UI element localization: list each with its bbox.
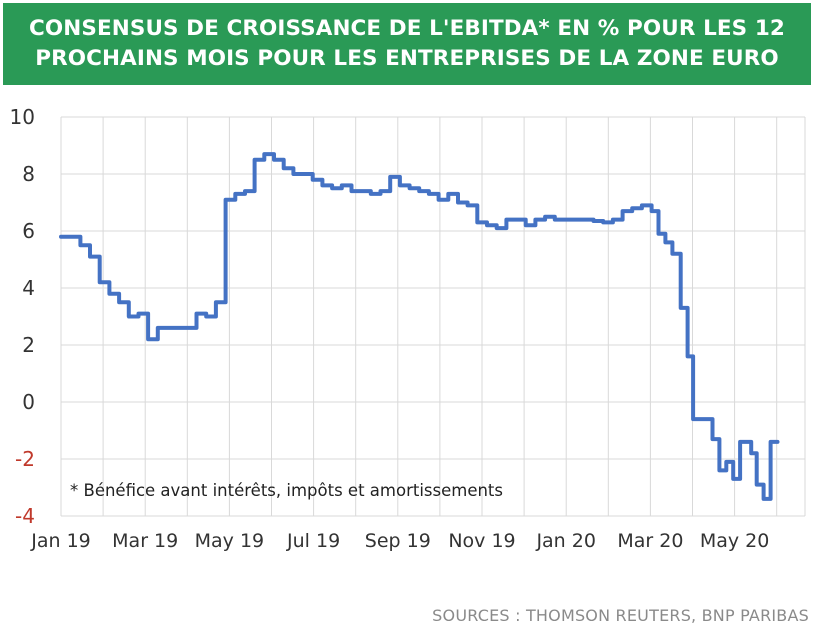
y-tick-label: -2 bbox=[15, 447, 35, 471]
y-tick-label: 8 bbox=[22, 162, 35, 186]
chart-grid bbox=[60, 116, 806, 517]
x-tick-label: May 20 bbox=[700, 530, 770, 552]
x-tick-label: Mar 20 bbox=[617, 530, 683, 552]
y-axis-ticks: 10 8 6 4 2 0 -2 -4 bbox=[10, 105, 35, 528]
x-axis-ticks: Jan 19 Mar 19 May 19 Jul 19 Sep 19 Nov 19 Jan … bbox=[30, 530, 769, 552]
chart-header-banner: CONSENSUS DE CROISSANCE DE L'EBITDA* EN … bbox=[3, 3, 811, 85]
x-tick-label: Nov 19 bbox=[448, 530, 515, 552]
chart-title: CONSENSUS DE CROISSANCE DE L'EBITDA* EN … bbox=[29, 16, 785, 71]
y-tick-label: 0 bbox=[22, 390, 35, 414]
y-tick-label: 10 bbox=[10, 105, 35, 129]
x-tick-label: Mar 19 bbox=[112, 530, 178, 552]
x-tick-label: Sep 19 bbox=[365, 530, 431, 552]
y-tick-label: 2 bbox=[22, 333, 35, 357]
x-tick-label: Jan 19 bbox=[30, 530, 91, 552]
source-note: SOURCES : THOMSON REUTERS, BNP PARIBAS bbox=[432, 606, 809, 625]
chart-annotation: * Bénéfice avant intérêts, impôts et amo… bbox=[70, 481, 503, 500]
x-tick-label: May 19 bbox=[195, 530, 265, 552]
line-chart: 10 8 6 4 2 0 -2 -4 Jan 19 Mar 19 May 19 Jul 19 Sep … bbox=[10, 105, 806, 552]
x-tick-label: Jul 19 bbox=[286, 530, 340, 552]
y-tick-label: -4 bbox=[15, 504, 35, 528]
x-tick-label: Jan 20 bbox=[535, 530, 596, 552]
y-tick-label: 4 bbox=[22, 276, 35, 300]
y-tick-label: 6 bbox=[22, 219, 35, 243]
series-line bbox=[59, 152, 780, 501]
